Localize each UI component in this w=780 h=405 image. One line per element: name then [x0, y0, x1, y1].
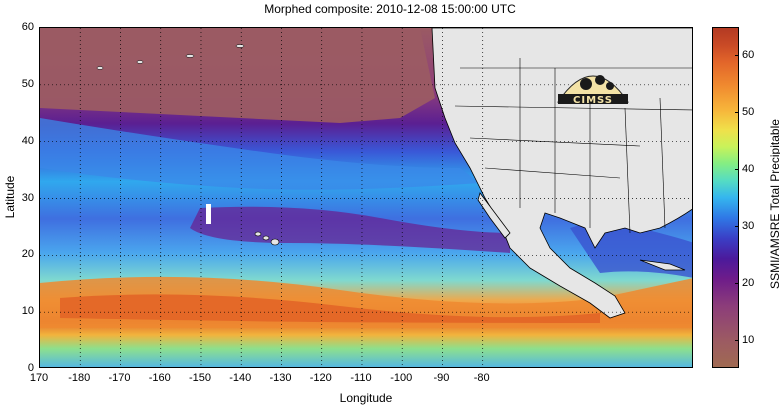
x-tick-label: -160	[148, 372, 171, 384]
x-tick-label: -80	[473, 372, 490, 384]
x-tick-label: -90	[433, 372, 450, 384]
cuba-land	[639, 259, 686, 271]
x-tick-label: 170	[29, 372, 49, 384]
map-title: Morphed composite: 2010-12-08 15:00:00 U…	[264, 2, 516, 16]
x-tick-label: -100	[390, 372, 413, 384]
y-tick-label: 50	[21, 77, 34, 90]
x-tick-label: -140	[229, 372, 252, 384]
dry-band	[190, 206, 510, 253]
colorbar-title: SSMI/AMSRE Total Precipitable Water (mm)	[768, 119, 780, 289]
baja-peninsula	[477, 192, 511, 239]
x-tick-label: -180	[68, 372, 91, 384]
y-tick-label: 40	[21, 134, 34, 147]
x-tick-label: -120	[309, 372, 332, 384]
colorbar-tick-label: 50	[742, 106, 755, 119]
x-tick-label: -170	[108, 372, 131, 384]
colorbar	[712, 27, 739, 368]
cimss-logo-icon	[557, 75, 629, 104]
colorbar-tick-label: 30	[742, 219, 755, 232]
colorbar-tick-mark	[735, 169, 739, 171]
y-tick-label: 0	[27, 362, 34, 374]
y-tick-label: 30	[21, 191, 34, 204]
y-tick-label: 10	[21, 305, 34, 318]
cimss-logo: CIMSS	[548, 58, 638, 108]
colorbar-tick-mark	[735, 339, 739, 341]
y-axis-title: Latitude	[3, 175, 17, 219]
dry-air-region	[40, 28, 435, 123]
colorbar-tick-mark	[735, 55, 739, 57]
colorbar-tick-label: 20	[742, 276, 755, 289]
aleutian-islands	[96, 44, 245, 70]
data-gap	[206, 204, 211, 224]
colorbar-tick-label: 10	[742, 333, 755, 346]
colorbar-tick-label: 60	[742, 49, 755, 62]
moisture-plume	[40, 118, 480, 190]
x-axis-title: Longitude	[339, 391, 393, 405]
colorbar-tick-label: 40	[742, 163, 755, 176]
y-tick-label: 60	[21, 21, 34, 33]
state-borders	[454, 58, 692, 234]
y-tick-label: 20	[21, 248, 34, 261]
colorbar-tick-mark	[735, 282, 739, 284]
colorbar-tick-mark	[735, 225, 739, 227]
colorbar-tick-mark	[735, 112, 739, 114]
cimss-logo-text: CIMSS	[573, 95, 613, 106]
itcz-core	[60, 294, 600, 323]
hawaii-islands	[254, 231, 280, 246]
x-tick-label: -150	[188, 372, 211, 384]
x-tick-label: -130	[269, 372, 292, 384]
x-tick-label: -110	[350, 372, 372, 384]
